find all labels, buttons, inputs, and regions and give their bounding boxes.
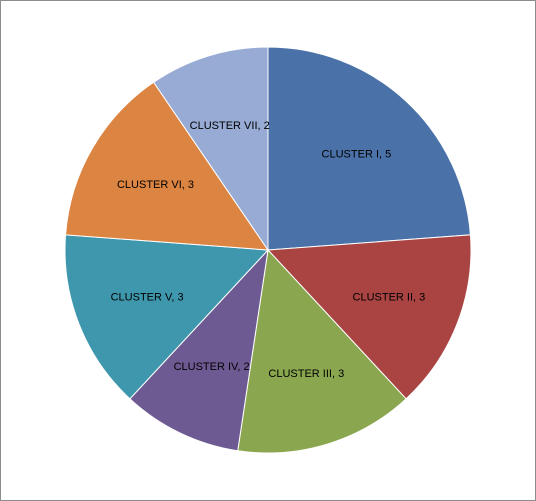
pie-slices <box>64 46 472 454</box>
pie-slice-4 <box>129 248 269 452</box>
pie-slice-label-5: CLUSTER V, 3 <box>111 291 184 303</box>
pie-slice-label-2: CLUSTER II, 3 <box>353 291 426 303</box>
pie-labels: CLUSTER I, 5 CLUSTER II, 3 CLUSTER III, 3 C… <box>111 120 426 380</box>
pie-slice-5 <box>64 234 270 400</box>
pie-slice-2 <box>266 234 472 400</box>
pie-slice-1 <box>267 46 471 251</box>
pie-slice-7 <box>152 46 269 252</box>
pie-slice-label-4: CLUSTER IV, 2 <box>174 361 250 373</box>
pie-slice-label-7: CLUSTER VII, 2 <box>190 120 270 132</box>
pie-slice-6 <box>65 81 269 251</box>
pie-slice-label-3: CLUSTER III, 3 <box>268 368 344 380</box>
pie-slice-label-1: CLUSTER I, 5 <box>322 149 392 161</box>
pie-slice-label-6: CLUSTER VI, 3 <box>117 179 194 191</box>
pie-slice-3 <box>237 248 407 454</box>
